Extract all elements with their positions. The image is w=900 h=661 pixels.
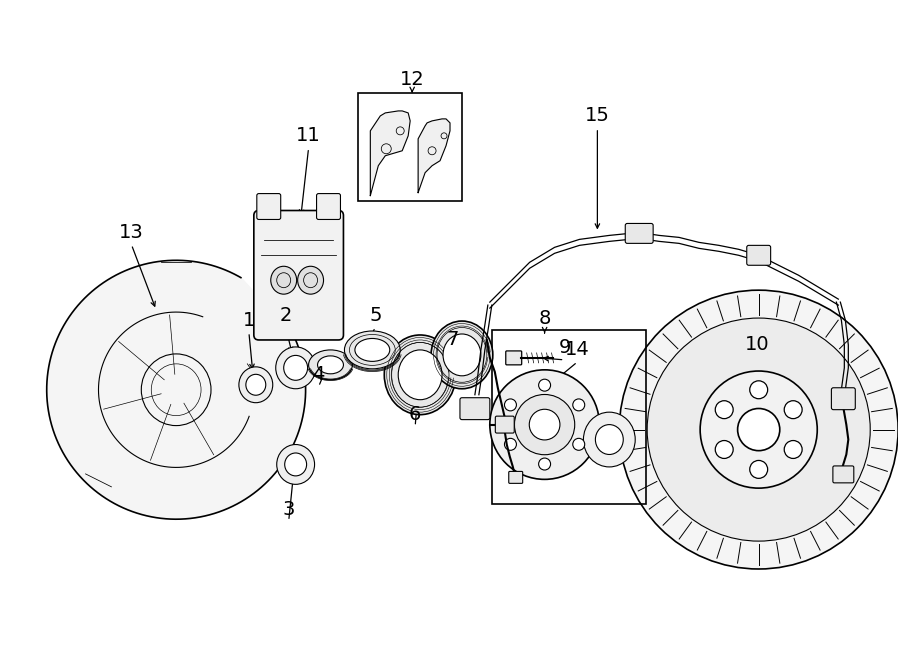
Circle shape [490, 370, 599, 479]
FancyBboxPatch shape [747, 245, 770, 265]
Text: 1: 1 [243, 311, 255, 330]
Ellipse shape [276, 444, 315, 485]
Text: 15: 15 [585, 106, 610, 126]
Circle shape [716, 401, 733, 418]
Ellipse shape [355, 338, 390, 362]
Text: 7: 7 [446, 330, 459, 350]
FancyBboxPatch shape [832, 466, 854, 483]
Ellipse shape [596, 424, 624, 455]
Circle shape [647, 318, 870, 541]
Text: 5: 5 [369, 305, 382, 325]
Bar [358, 93, 462, 200]
FancyBboxPatch shape [508, 471, 523, 483]
Ellipse shape [298, 266, 323, 294]
FancyBboxPatch shape [506, 351, 522, 365]
Circle shape [572, 399, 585, 411]
Circle shape [750, 381, 768, 399]
Circle shape [738, 408, 779, 451]
FancyBboxPatch shape [460, 398, 490, 420]
Circle shape [700, 371, 817, 488]
Circle shape [529, 409, 560, 440]
Circle shape [784, 401, 802, 418]
FancyBboxPatch shape [254, 210, 344, 340]
Circle shape [716, 440, 733, 459]
Ellipse shape [246, 374, 266, 395]
Ellipse shape [238, 367, 273, 403]
Ellipse shape [345, 331, 400, 369]
Polygon shape [418, 119, 450, 192]
Ellipse shape [583, 412, 635, 467]
Text: 13: 13 [119, 223, 144, 242]
Circle shape [572, 438, 585, 450]
Ellipse shape [431, 321, 493, 389]
Text: 4: 4 [312, 366, 325, 384]
FancyBboxPatch shape [832, 388, 855, 410]
Ellipse shape [398, 350, 442, 400]
Ellipse shape [318, 356, 344, 374]
Polygon shape [370, 111, 410, 196]
FancyBboxPatch shape [256, 194, 281, 219]
Bar [491, 330, 646, 504]
FancyBboxPatch shape [626, 223, 653, 243]
Circle shape [538, 379, 551, 391]
Text: 8: 8 [538, 309, 551, 328]
Ellipse shape [271, 266, 297, 294]
Text: 6: 6 [409, 405, 421, 424]
Ellipse shape [284, 356, 308, 380]
Ellipse shape [443, 334, 481, 376]
Text: 10: 10 [744, 335, 769, 354]
Circle shape [515, 395, 575, 455]
Ellipse shape [284, 453, 307, 476]
Text: 14: 14 [565, 340, 590, 360]
Text: 9: 9 [558, 338, 571, 358]
FancyBboxPatch shape [317, 194, 340, 219]
Polygon shape [47, 260, 306, 519]
Ellipse shape [384, 335, 456, 414]
Text: 12: 12 [400, 69, 425, 89]
FancyBboxPatch shape [495, 416, 514, 433]
Text: 3: 3 [283, 500, 295, 519]
Ellipse shape [275, 347, 316, 389]
Circle shape [505, 399, 517, 411]
Text: 2: 2 [280, 305, 292, 325]
Ellipse shape [309, 350, 353, 380]
Circle shape [784, 440, 802, 459]
Circle shape [619, 290, 898, 569]
Circle shape [538, 458, 551, 470]
Text: 11: 11 [296, 126, 321, 145]
Circle shape [505, 438, 517, 450]
Circle shape [750, 461, 768, 479]
